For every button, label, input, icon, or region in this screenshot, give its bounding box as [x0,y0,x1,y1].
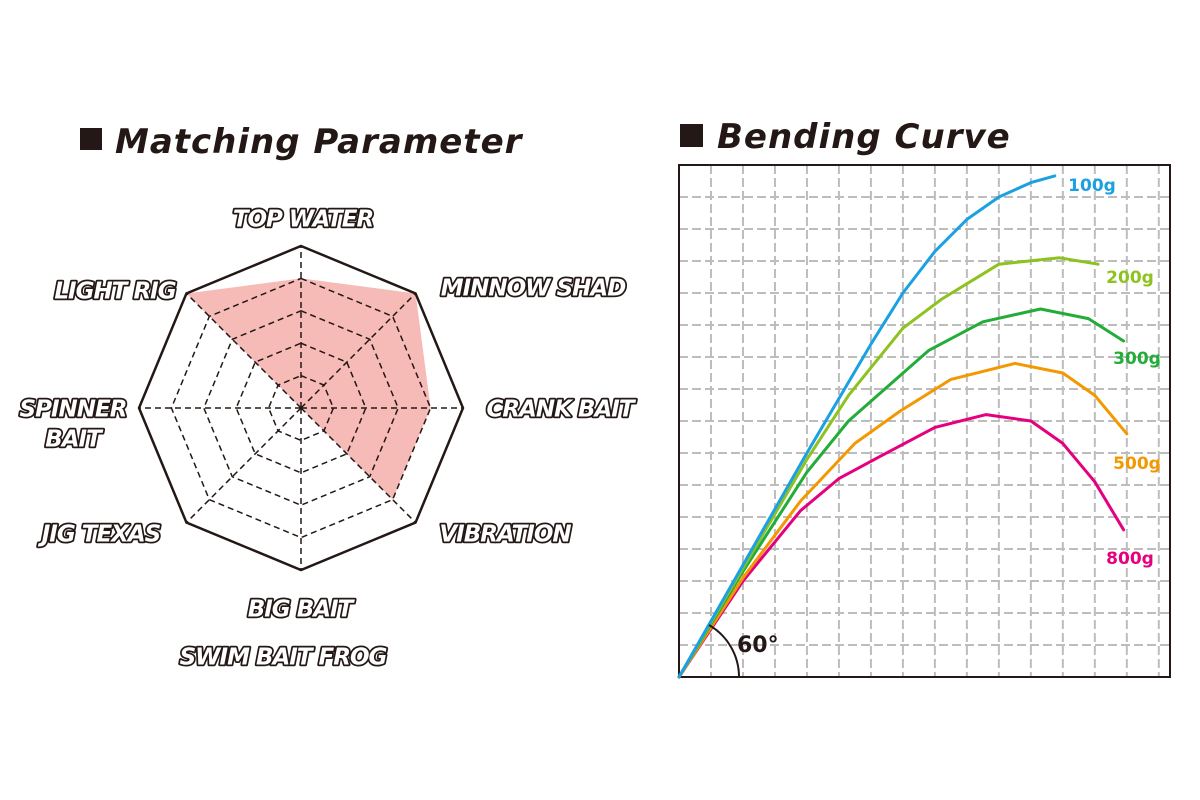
category-label: MINNOW SHAD [441,276,626,302]
category-label: BAIT [45,427,104,453]
spoke [300,292,417,409]
category-label: BIG BAIT [248,597,356,623]
grid-ring [267,374,335,442]
grid-ring [170,277,432,539]
bend-curve [677,413,1126,679]
spoke [185,407,302,524]
bend-curve [677,174,1057,679]
category-label: SWIM BAIT FROG [180,645,387,671]
category-label: SPINNER [20,397,127,423]
bend-curve [677,256,1100,679]
category-label: VIBRATION [439,522,571,548]
spoke [300,407,417,524]
bend-curve [677,307,1126,679]
category-label: TOP WATER [233,207,373,233]
title-marker [680,124,703,147]
category-label: CRANK BAIT [486,397,636,423]
grid-ring [202,309,400,507]
chart-title: Matching Parameter [115,122,524,162]
angle-arc [708,624,741,678]
series-label: 800g [1106,549,1154,569]
series-label: 300g [1113,349,1161,369]
category-label: JIG TEXAS [38,522,161,548]
series-label: 500g [1113,454,1161,474]
radar-area [186,278,431,500]
series-label: 200g [1106,268,1154,288]
title-marker [80,128,102,150]
angle-label: 60° [737,633,779,658]
grid-ring [235,342,367,474]
plot-frame [678,164,1171,678]
series-label: 100g [1068,176,1116,196]
bend-curve [677,361,1129,679]
spoke [185,292,302,409]
chart-title: Bending Curve [717,117,1011,157]
category-label: LIGHT RIG [54,279,175,305]
